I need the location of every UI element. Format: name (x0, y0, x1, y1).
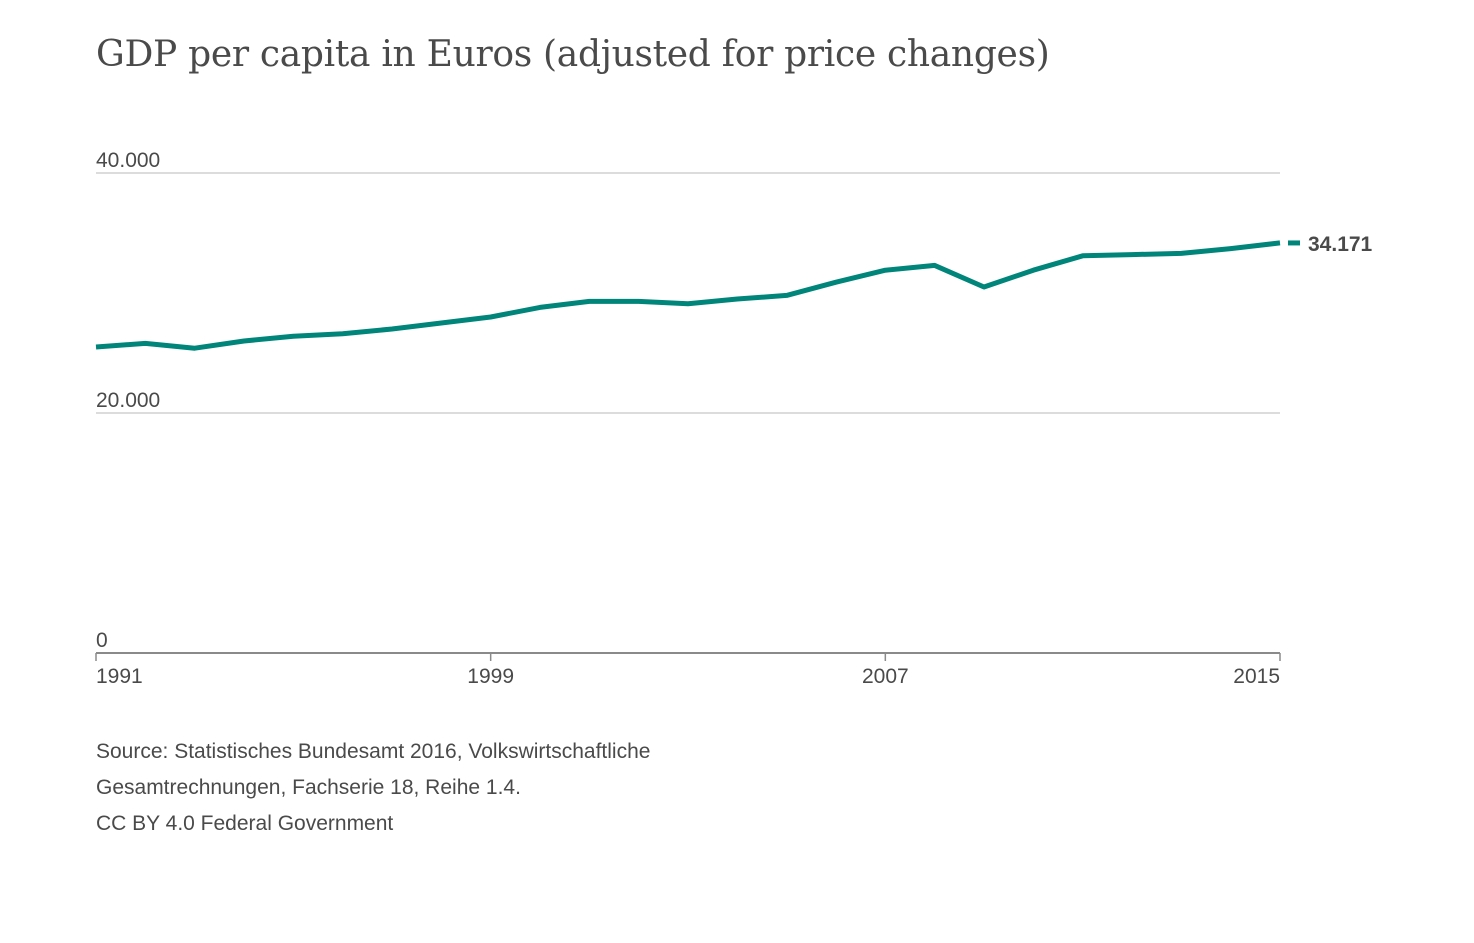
x-tick-label: 1999 (467, 665, 514, 688)
source-line-2: Gesamtrechnungen, Fachserie 18, Reihe 1.… (96, 776, 521, 799)
source-note: Source: Statistisches Bundesamt 2016, Vo… (96, 734, 650, 842)
series-line (95, 240, 1281, 351)
chart-title: GDP per capita in Euros (adjusted for pr… (96, 34, 1050, 75)
source-line-1: Source: Statistisches Bundesamt 2016, Vo… (96, 740, 651, 763)
x-tick-label: 2007 (862, 665, 909, 688)
line-chart: 0 20.000 40.000 1991 1999 2007 2015 34.171 (95, 149, 1373, 688)
y-tick-label: 40.000 (96, 149, 160, 172)
x-tick-label: 1991 (96, 665, 143, 688)
y-tick-label: 20.000 (96, 389, 160, 412)
end-value-label: 34.171 (1308, 233, 1373, 256)
x-tick-label: 2015 (1233, 665, 1280, 688)
source-line-3: CC BY 4.0 Federal Government (96, 812, 394, 835)
y-tick-label: 0 (96, 629, 108, 652)
